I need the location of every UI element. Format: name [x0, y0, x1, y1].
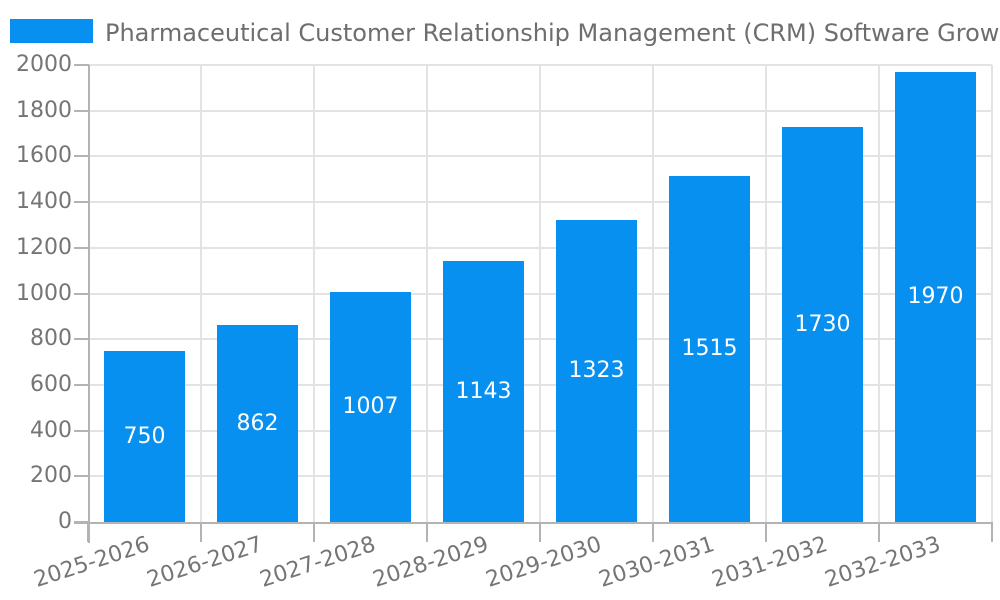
legend-color-swatch	[10, 19, 93, 43]
y-tick-label: 2000	[16, 52, 72, 77]
y-tick-mark	[74, 109, 89, 112]
x-tick-mark	[313, 522, 315, 542]
x-tick-mark	[539, 522, 541, 542]
y-tick-mark	[74, 246, 89, 249]
x-tick-mark	[878, 522, 880, 542]
x-gridline	[652, 65, 654, 522]
y-tick-label: 1200	[16, 234, 72, 260]
bar: 750	[103, 350, 186, 522]
bar: 862	[216, 325, 299, 522]
bar-value-label: 1730	[794, 311, 851, 337]
bar: 1970	[894, 71, 977, 522]
y-tick-mark	[74, 292, 89, 295]
bar-value-label: 1143	[455, 378, 512, 404]
y-tick-mark	[74, 429, 89, 432]
bar-value-label: 1007	[342, 394, 399, 420]
y-tick-mark	[74, 155, 89, 158]
bar: 1007	[329, 291, 412, 522]
y-tick-label: 0	[58, 509, 72, 534]
x-gridline	[313, 65, 315, 522]
bar: 1515	[668, 175, 751, 522]
x-gridline	[765, 65, 767, 522]
x-tick-mark	[200, 522, 202, 542]
y-tick-mark	[74, 64, 89, 66]
y-tick-label: 400	[30, 417, 72, 443]
bar-value-label: 1515	[681, 336, 738, 362]
bar-value-label: 862	[236, 411, 279, 436]
plot-area	[88, 64, 993, 522]
bar-value-label: 750	[123, 423, 166, 449]
x-gridline	[991, 65, 993, 522]
bar-value-label: 1323	[568, 358, 625, 384]
y-tick-mark	[74, 475, 89, 478]
x-gridline	[200, 65, 202, 522]
x-gridline	[426, 65, 428, 522]
x-tick-mark	[426, 522, 428, 542]
y-tick-label: 800	[30, 326, 72, 352]
bar-value-label: 1970	[907, 284, 964, 310]
y-tick-mark	[74, 201, 89, 204]
y-tick-label: 1400	[16, 189, 72, 215]
y-tick-label: 1600	[16, 143, 72, 169]
y-tick-label: 1000	[16, 280, 72, 306]
y-tick-label: 600	[30, 371, 72, 397]
x-tick-mark	[991, 522, 993, 542]
chart-title: Pharmaceutical Customer Relationship Man…	[105, 19, 1000, 47]
bar: 1730	[781, 126, 864, 522]
x-tick-mark	[87, 522, 89, 542]
y-tick-label: 200	[30, 463, 72, 489]
y-tick-label: 1800	[16, 97, 72, 123]
bar: 1323	[555, 219, 638, 522]
bar: 1143	[442, 260, 525, 522]
x-tick-mark	[652, 522, 654, 542]
x-tick-mark	[765, 522, 767, 542]
y-tick-mark	[74, 383, 89, 386]
x-axis-line	[74, 522, 992, 524]
x-gridline	[539, 65, 541, 522]
y-tick-mark	[74, 338, 89, 341]
y-axis-line	[88, 65, 90, 543]
x-gridline	[878, 65, 880, 522]
y-tick-mark	[74, 521, 89, 523]
